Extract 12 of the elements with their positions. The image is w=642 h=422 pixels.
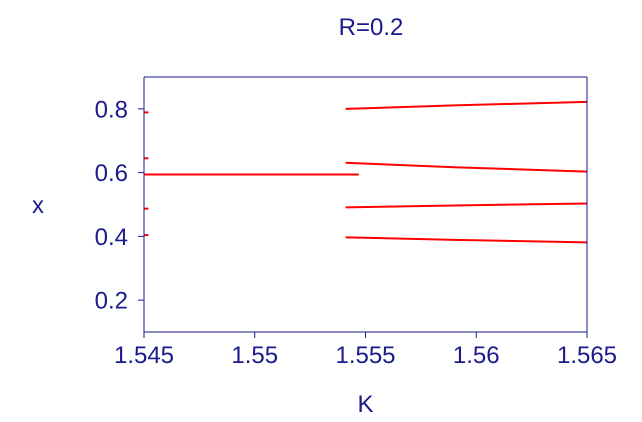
x-axis-title: K	[357, 391, 374, 418]
y-axis-title: x	[32, 192, 44, 220]
y-tick-label: 0.8	[94, 96, 128, 124]
y-tick-label: 0.2	[94, 288, 128, 315]
y-tick-label: 0.6	[94, 160, 128, 188]
x-tick-label: 1.565	[556, 342, 618, 370]
y-tick-label: 0.4	[94, 224, 128, 251]
chart-title: R=0.2	[338, 13, 404, 43]
x-tick-label: 1.545	[114, 342, 174, 370]
x-tick-label: 1.55	[231, 342, 278, 370]
x-tick-label: 1.555	[335, 342, 396, 370]
x-tick-label: 1.56	[452, 342, 500, 370]
